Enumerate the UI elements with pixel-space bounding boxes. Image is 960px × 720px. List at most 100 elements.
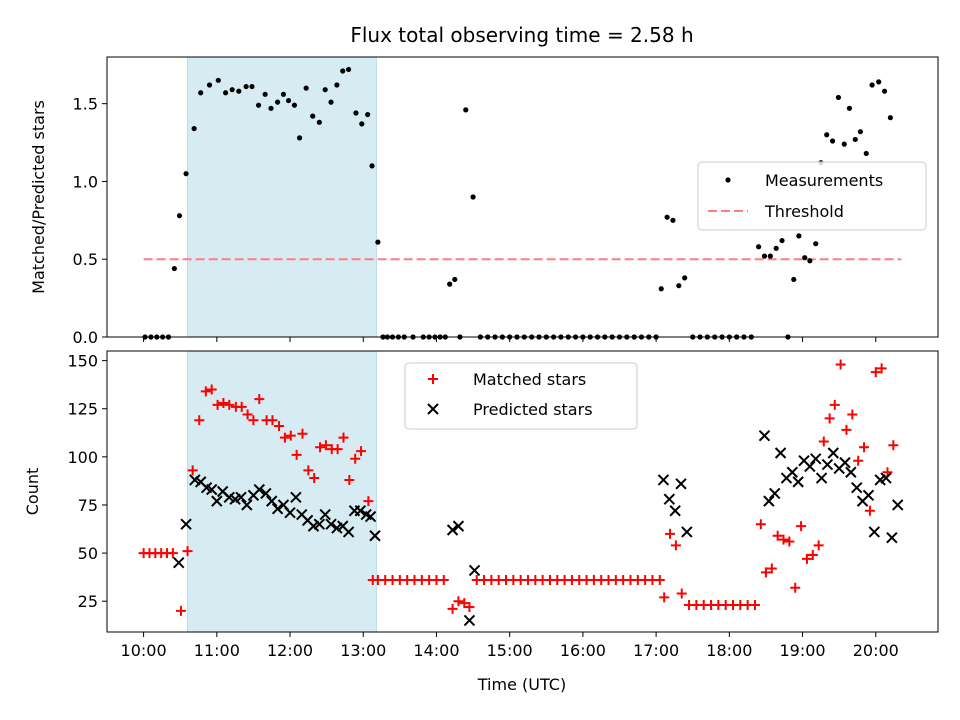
ratio-y-axis-label: Matched/Predicted stars xyxy=(29,100,48,294)
matched-star-point xyxy=(194,415,205,426)
measurement-point xyxy=(813,241,819,247)
matched-star-point xyxy=(459,598,470,609)
matched-star-point xyxy=(807,550,818,561)
y-tick-label: 100 xyxy=(67,448,98,467)
predicted-star-point xyxy=(669,505,681,517)
measurement-point xyxy=(183,171,189,177)
matched-star-point xyxy=(766,563,777,574)
predicted-star-point xyxy=(675,478,687,490)
ratio-panel: 0.0 0.5 1.0 1.5 Matched/Predicted stars Mea… xyxy=(29,56,939,347)
matched-star-point xyxy=(344,474,355,485)
measurement-point xyxy=(846,105,853,111)
matched-star-point xyxy=(279,432,290,443)
measurement-point xyxy=(296,135,303,141)
x-tick-label: 16:00 xyxy=(560,641,606,660)
measurement-point xyxy=(369,163,375,169)
measurement-point xyxy=(223,90,229,96)
measurement-point xyxy=(841,141,847,147)
matched-star-point xyxy=(784,536,795,547)
predicted-star-point xyxy=(839,456,851,469)
predicted-star-point xyxy=(758,429,771,442)
count-x-ticks: 10:00 11:00 12:00 13:00 14:00 15:00 16:00 17:00… xyxy=(121,632,899,660)
measurement-point xyxy=(206,82,213,88)
measurement-point xyxy=(470,194,476,200)
predicted-stars-legend-label: Predicted stars xyxy=(473,400,593,419)
predicted-stars-legend-marker xyxy=(427,403,439,415)
predicted-star-point xyxy=(845,466,857,478)
matched-star-point xyxy=(888,440,899,451)
predicted-star-point xyxy=(452,520,465,532)
matched-star-point xyxy=(274,421,285,432)
measurement-point xyxy=(807,258,813,264)
ratio-legend-box xyxy=(697,161,927,231)
measurement-point xyxy=(756,244,762,250)
measurement-point xyxy=(857,129,863,135)
matched-star-point xyxy=(659,592,670,603)
predicted-star-point xyxy=(774,447,787,459)
predicted-star-point xyxy=(681,526,693,538)
y-tick-label: 50 xyxy=(78,544,98,563)
y-tick-label: 1.5 xyxy=(73,95,98,114)
measurement-point xyxy=(334,82,340,88)
measurement-point xyxy=(881,88,888,94)
measurement-point xyxy=(773,245,779,251)
predicted-star-point xyxy=(468,564,481,577)
matched-star-point xyxy=(853,455,864,466)
measurement-point xyxy=(328,99,334,105)
matched-star-point xyxy=(829,399,840,410)
measurement-point xyxy=(310,113,316,119)
predicted-star-point xyxy=(260,487,272,500)
measurement-point xyxy=(280,91,287,97)
x-tick-label: 12:00 xyxy=(267,641,313,660)
measurement-point xyxy=(243,83,249,90)
predicted-star-point xyxy=(266,495,278,507)
measurement-point xyxy=(463,107,469,113)
predicted-star-point xyxy=(253,483,265,496)
y-tick-label: 0.0 xyxy=(73,328,98,347)
matched-star-point xyxy=(356,446,367,457)
matched-star-point xyxy=(859,442,870,453)
predicted-star-point xyxy=(763,495,775,507)
predicted-star-point xyxy=(804,460,816,473)
measurement-point xyxy=(274,99,281,105)
predicted-star-point xyxy=(892,499,904,511)
matched-star-point xyxy=(206,384,217,395)
count-legend: Matched stars Predicted stars xyxy=(404,362,638,430)
predicted-star-point xyxy=(205,483,218,496)
measurement-point xyxy=(285,97,292,104)
y-tick-label: 0.5 xyxy=(73,250,98,269)
measurements-legend-label: Measurements xyxy=(765,171,883,190)
matched-star-point xyxy=(242,409,253,420)
measurement-point xyxy=(802,255,808,261)
matched-star-point xyxy=(870,367,881,378)
matched-star-point xyxy=(167,548,178,559)
predicted-star-point xyxy=(290,491,302,503)
matched-star-point xyxy=(212,399,223,410)
predicted-star-point xyxy=(313,518,326,530)
matched-star-point xyxy=(187,465,198,476)
matched-stars-legend-marker xyxy=(428,374,438,384)
predicted-star-point xyxy=(657,474,670,486)
measurement-point xyxy=(215,77,221,83)
count-y-axis-label: Count xyxy=(23,468,42,516)
measurements-legend-marker xyxy=(725,177,731,183)
matched-star-point xyxy=(363,496,374,507)
measurement-point xyxy=(359,121,365,127)
predicted-star-point xyxy=(880,472,892,484)
matched-star-point xyxy=(676,588,687,599)
measurement-point xyxy=(229,87,235,93)
matched-star-point xyxy=(464,601,475,612)
predicted-star-point xyxy=(180,518,192,530)
matched-star-point xyxy=(350,453,361,464)
matched-star-point xyxy=(248,415,259,426)
matched-star-point xyxy=(665,528,676,539)
matched-star-point xyxy=(876,363,887,374)
predicted-star-point xyxy=(235,491,247,503)
matched-star-point xyxy=(755,519,766,530)
matched-stars-legend-label: Matched stars xyxy=(473,370,586,389)
matched-star-point xyxy=(864,505,875,516)
predicted-star-point xyxy=(810,453,822,465)
observing-interval-shade xyxy=(187,56,377,338)
ratio-legend: Measurements Threshold xyxy=(697,161,927,231)
